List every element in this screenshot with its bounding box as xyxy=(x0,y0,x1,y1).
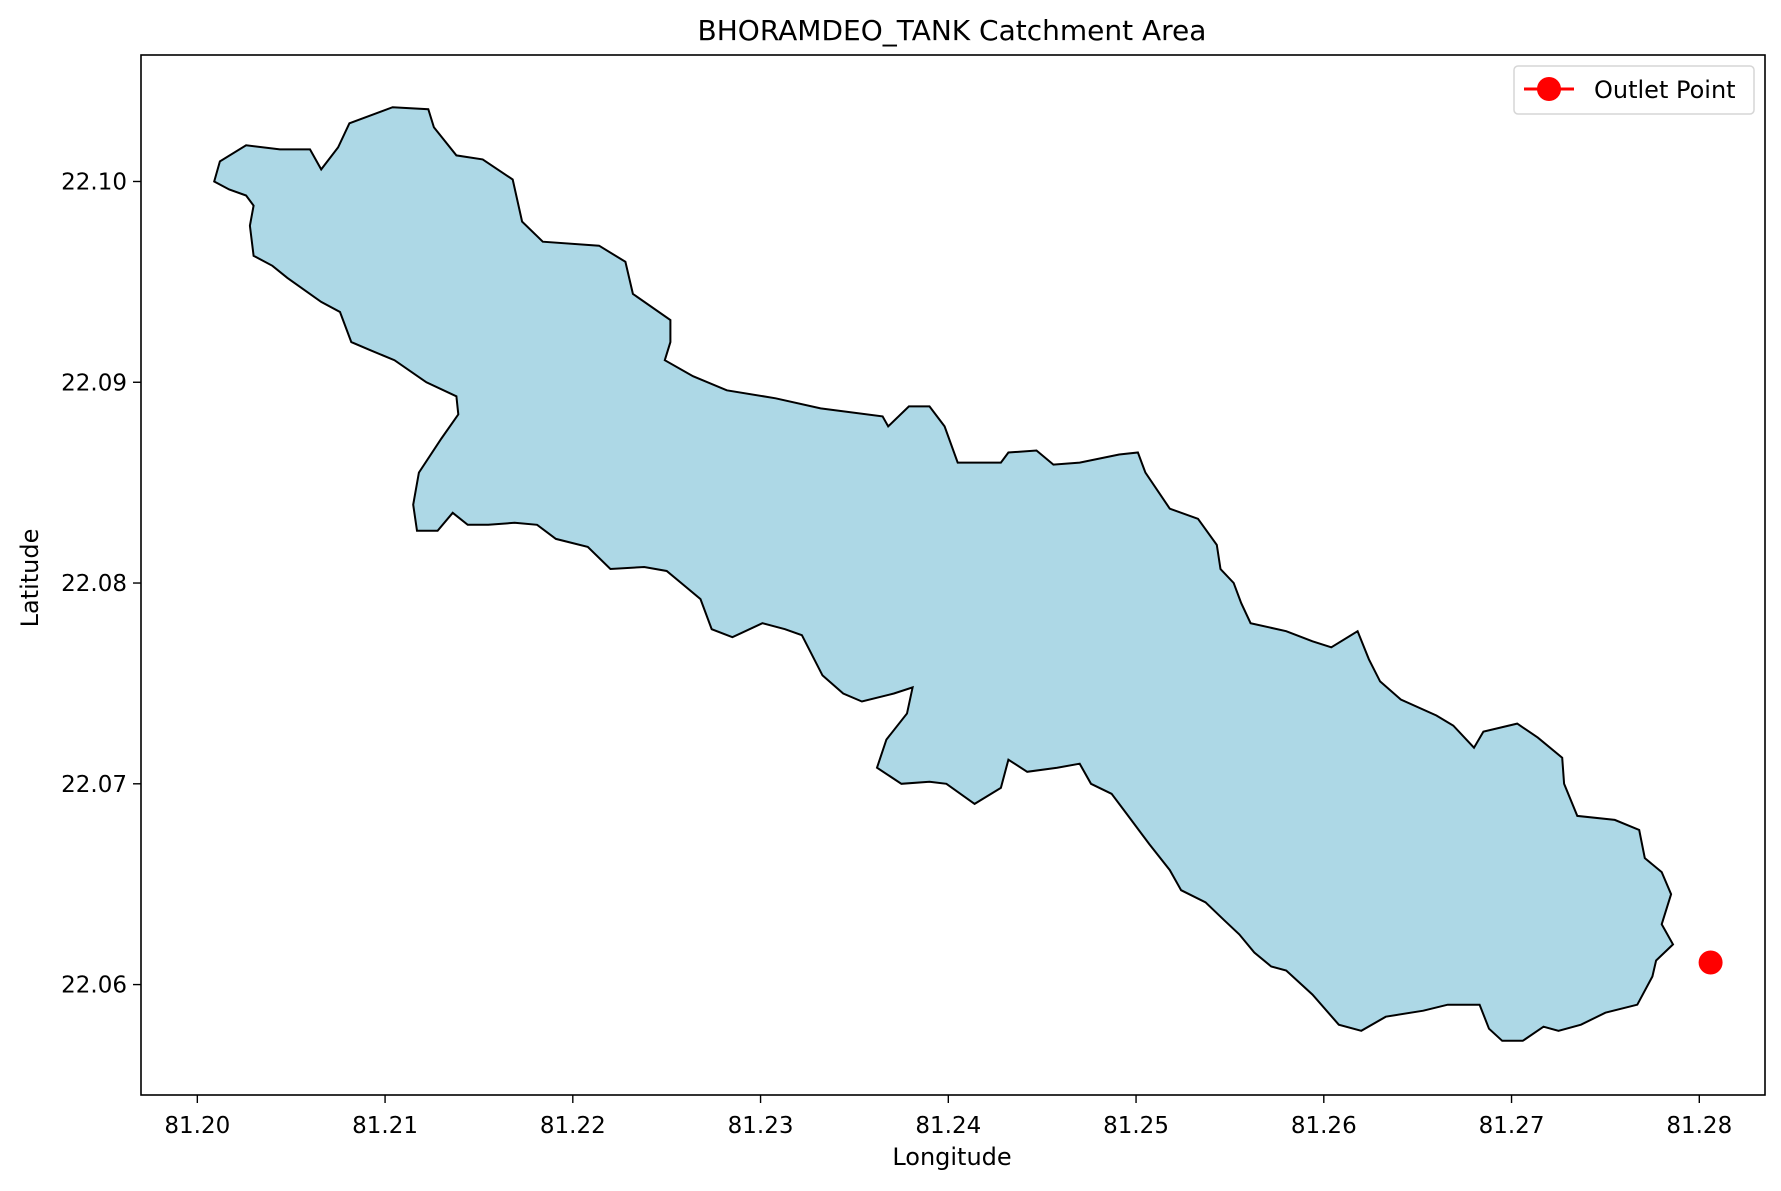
catchment-polygon xyxy=(213,106,1675,1042)
outlet-layer xyxy=(1698,950,1723,975)
legend: Outlet Point xyxy=(1513,65,1755,115)
x-tick-label: 81.23 xyxy=(728,1113,794,1139)
x-tick-label: 81.28 xyxy=(1666,1113,1732,1139)
x-tick-label: 81.21 xyxy=(352,1113,418,1139)
legend-box xyxy=(1513,65,1755,115)
catchment-layer xyxy=(213,106,1675,1042)
y-tick-label: 22.09 xyxy=(61,370,127,396)
legend-marker xyxy=(1537,77,1561,101)
y-tick-label: 22.06 xyxy=(61,973,127,999)
x-axis: 81.20 81.21 81.22 81.23 81.24 81.25 81.26 81.27… xyxy=(164,1095,1732,1139)
x-tick-label: 81.27 xyxy=(1479,1113,1545,1139)
x-tick-label: 81.24 xyxy=(915,1113,981,1139)
legend-label-outlet: Outlet Point xyxy=(1594,76,1736,104)
plot-frame xyxy=(140,54,1766,1096)
outlet-point-marker xyxy=(1698,950,1723,975)
x-tick-label: 81.22 xyxy=(540,1113,606,1139)
y-axis: 22.06 22.07 22.08 22.09 22.10 xyxy=(61,169,141,999)
y-tick-label: 22.10 xyxy=(61,169,127,195)
x-tick-label: 81.26 xyxy=(1291,1113,1357,1139)
chart-title: BHORAMDEO_TANK Catchment Area xyxy=(698,14,1207,47)
x-axis-label: Longitude xyxy=(892,1143,1011,1171)
x-tick-label: 81.25 xyxy=(1103,1113,1169,1139)
y-tick-label: 22.08 xyxy=(61,571,127,597)
y-axis-label: Latitude xyxy=(16,529,44,628)
y-tick-label: 22.07 xyxy=(61,772,127,798)
x-tick-label: 81.20 xyxy=(164,1113,230,1139)
